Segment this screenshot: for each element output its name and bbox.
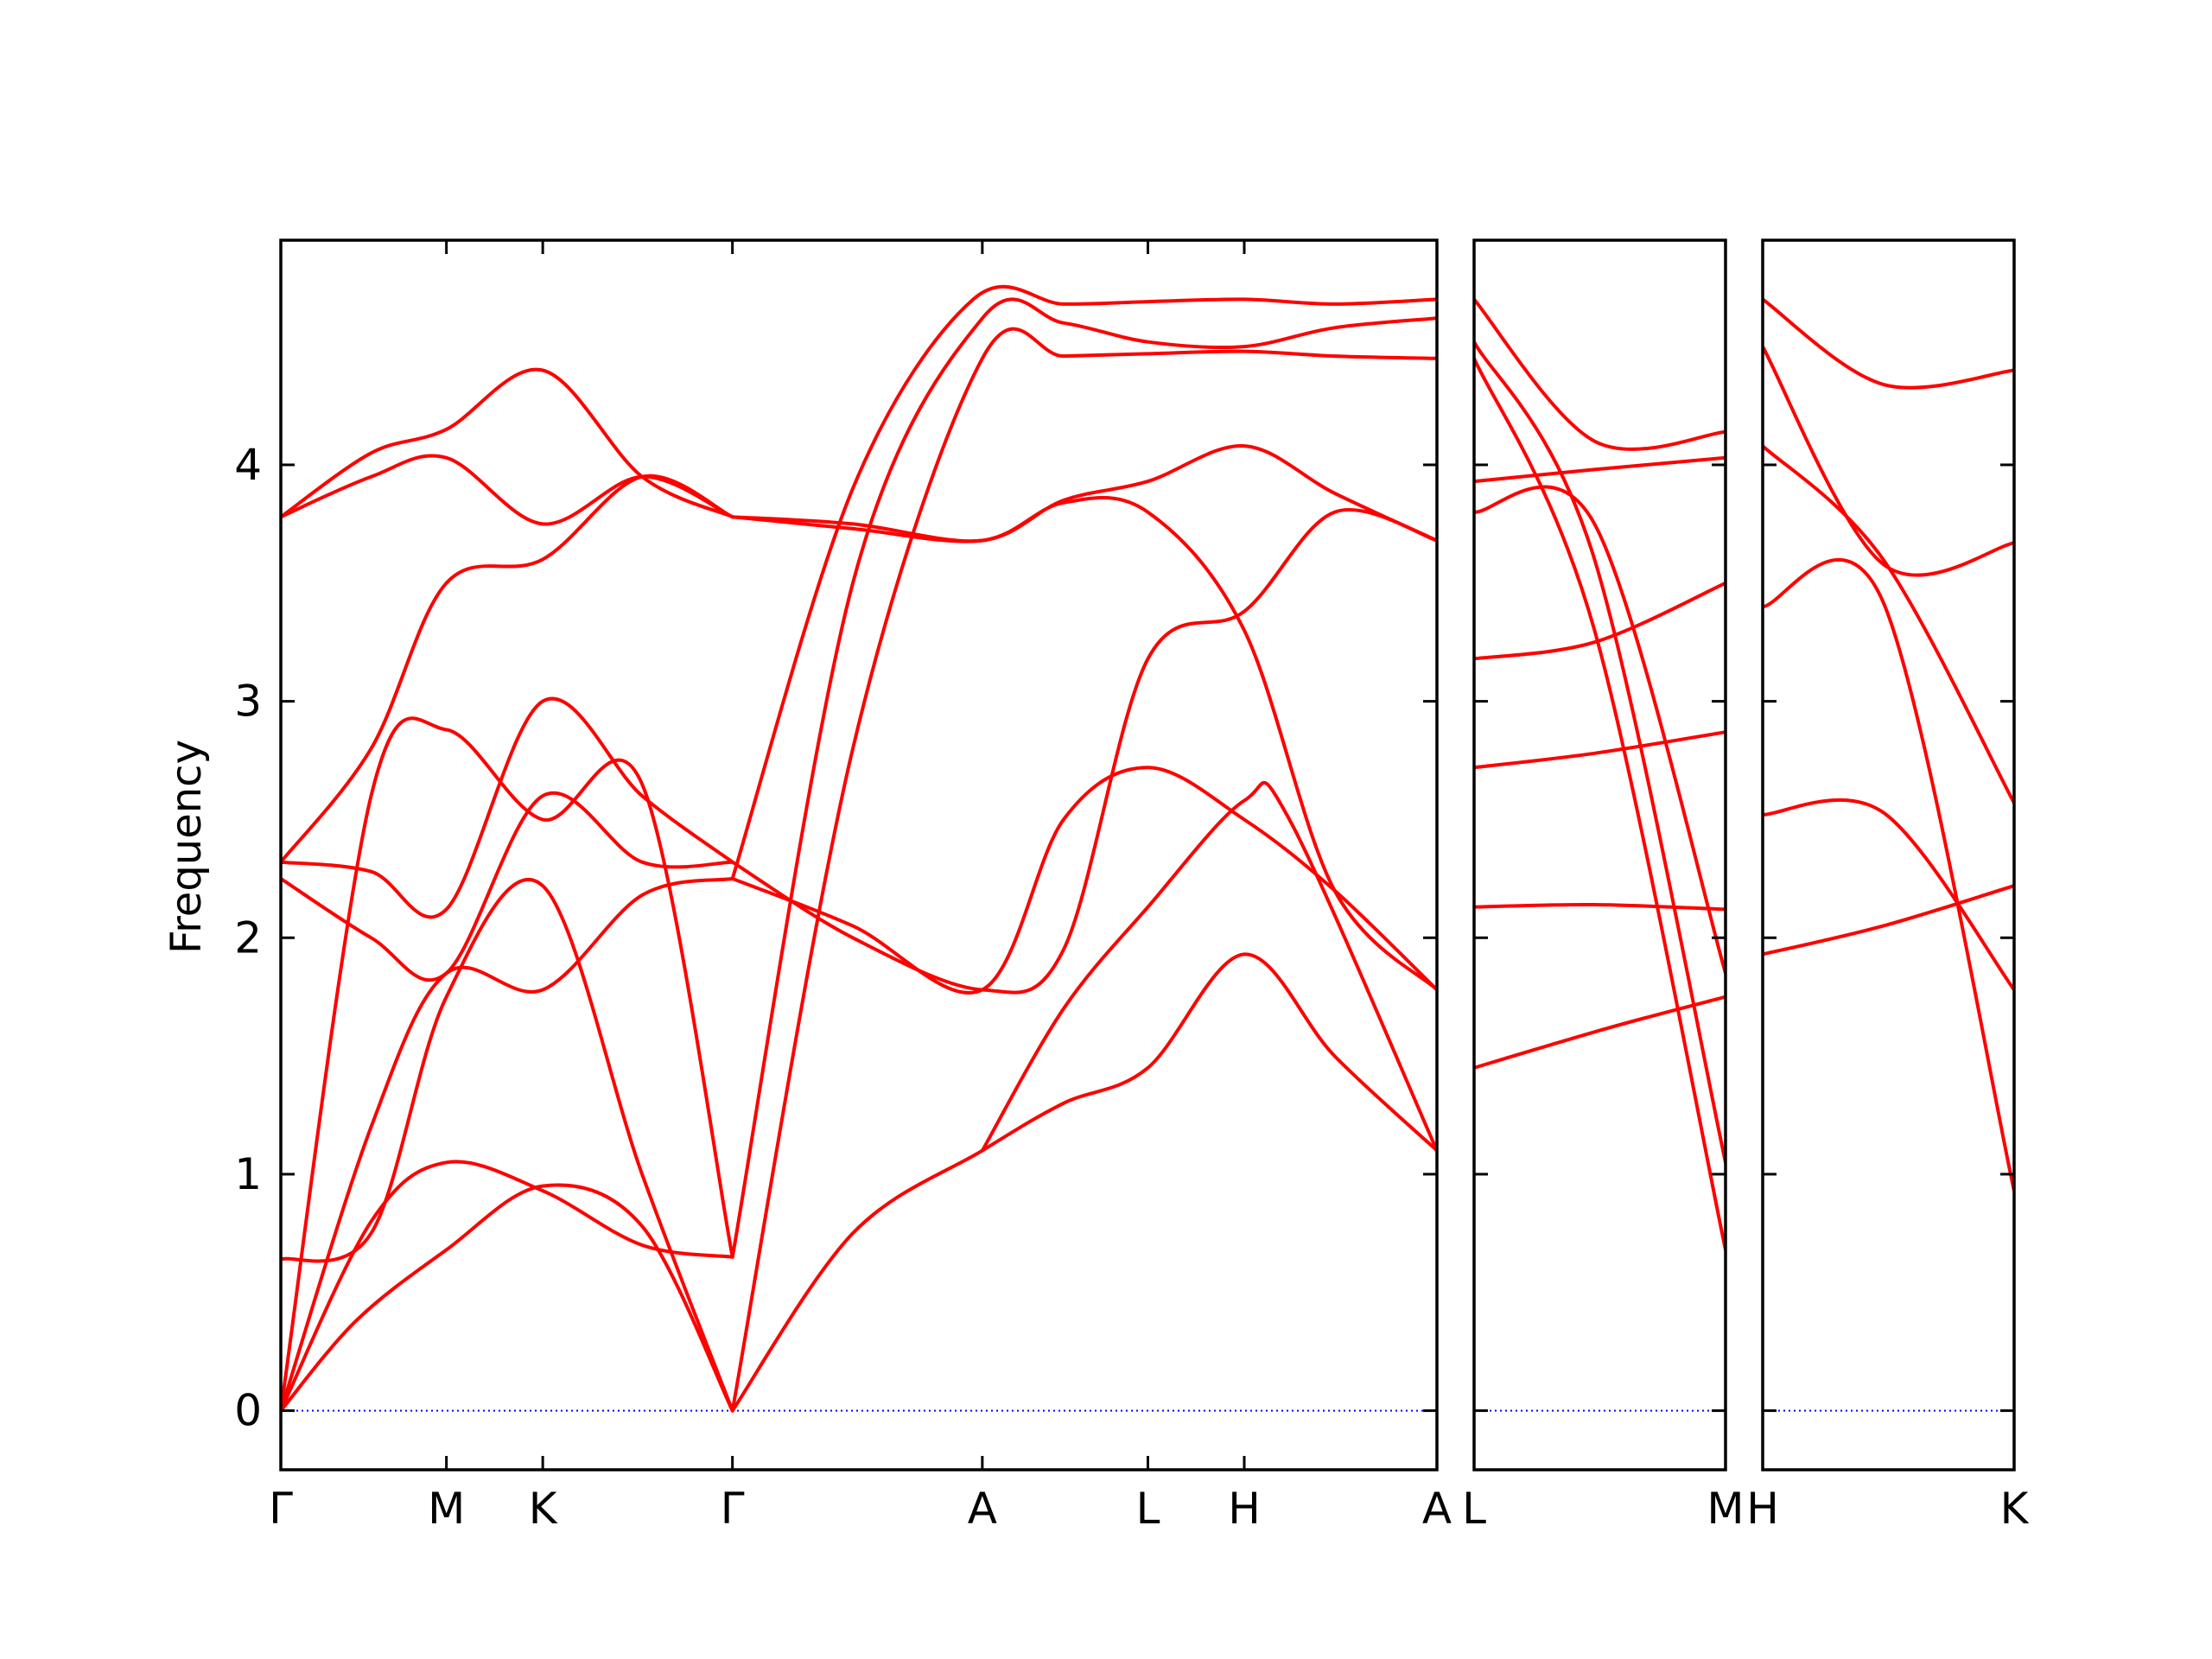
band-line xyxy=(1763,884,2014,957)
y-tick-label: 0 xyxy=(234,1386,262,1436)
y-tick-label: 1 xyxy=(234,1149,262,1199)
y-tick-label: 4 xyxy=(234,440,262,490)
panel-1-bands xyxy=(281,284,1437,1413)
band-line xyxy=(1763,297,2014,390)
panel-frame xyxy=(279,238,1439,1471)
band-line xyxy=(281,367,734,519)
x-tick-label: M xyxy=(1707,1484,1744,1534)
band-line xyxy=(281,791,734,982)
panel-2-bands xyxy=(1474,297,1726,1252)
x-tick-label: Γ xyxy=(721,1484,745,1534)
x-tick-label: K xyxy=(2000,1484,2030,1534)
band-line xyxy=(730,952,1437,1413)
y-tick-label: 3 xyxy=(234,677,262,727)
x-tick-label: L xyxy=(1462,1484,1486,1534)
band-line xyxy=(730,507,1437,995)
band-line xyxy=(730,284,1437,880)
x-tick-label: A xyxy=(968,1484,997,1534)
x-tick-label: A xyxy=(1422,1484,1452,1534)
panel-3-bands xyxy=(1763,297,2014,1193)
y-tick-label: 2 xyxy=(234,912,262,963)
band-line xyxy=(730,766,1437,995)
band-line xyxy=(1474,730,1726,770)
x-tick-label: H xyxy=(1228,1484,1261,1534)
band-line xyxy=(1474,902,1726,912)
band-line xyxy=(1474,995,1726,1070)
x-tick-label: L xyxy=(1136,1484,1160,1534)
panel-frame xyxy=(1761,238,2016,1471)
band-line xyxy=(1474,485,1726,976)
band-line xyxy=(730,327,1437,1413)
band-line xyxy=(281,454,734,526)
band-line xyxy=(1763,798,2014,992)
band-line xyxy=(281,1183,734,1413)
band-line xyxy=(1763,558,2014,1193)
band-line xyxy=(1763,345,2014,577)
band-line xyxy=(281,696,734,919)
band-line xyxy=(730,297,1437,1259)
band-line xyxy=(1474,581,1726,661)
x-tick-label: M xyxy=(428,1484,465,1534)
band-line xyxy=(980,780,1437,1153)
panel-1: Γ M K Γ A L H A 0 1 2 3 4 xyxy=(234,238,1452,1534)
band-line xyxy=(281,876,734,1413)
x-tick-label: Γ xyxy=(269,1484,293,1534)
band-line xyxy=(281,1160,734,1413)
x-tick-label: H xyxy=(1746,1484,1779,1534)
band-line xyxy=(1474,297,1726,451)
y-axis-label: Frequency xyxy=(162,740,211,954)
band-line xyxy=(281,716,734,1413)
panel-frame xyxy=(1472,238,1727,1471)
band-line xyxy=(1474,356,1726,1252)
band-line xyxy=(281,878,734,1413)
band-line xyxy=(1474,455,1726,484)
band-line xyxy=(1474,340,1726,1165)
x-tick-label: K xyxy=(529,1484,558,1534)
band-line xyxy=(730,444,1437,543)
band-line xyxy=(730,495,1437,992)
